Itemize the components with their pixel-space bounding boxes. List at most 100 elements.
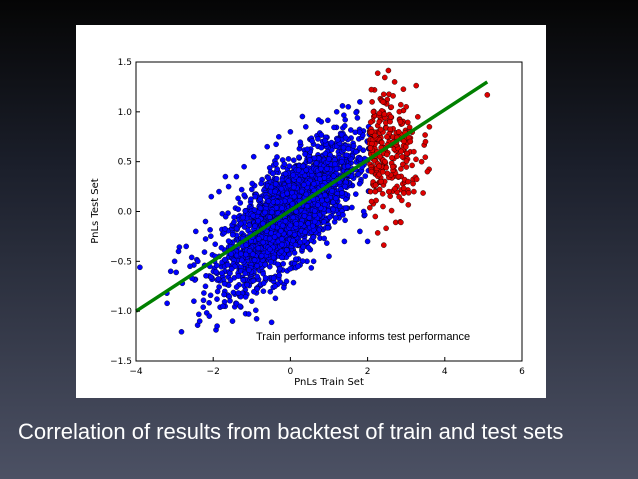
- scatter-point-red: [384, 151, 390, 158]
- scatter-point-blue: [268, 209, 275, 216]
- y-tick-label: 0.5: [118, 158, 132, 168]
- scatter-point-blue: [352, 129, 359, 136]
- scatter-point-blue: [267, 288, 274, 295]
- scatter-point-blue: [273, 141, 279, 148]
- scatter-point-blue: [275, 134, 282, 140]
- scatter-point-red: [369, 99, 375, 105]
- scatter-point-red: [366, 204, 373, 211]
- scatter-point-red: [381, 111, 388, 118]
- scatter-point-blue: [360, 208, 367, 215]
- ticks-layer: −4 −2 0 2 4 6 −1.5 −1.0 −0.5 0.0 0.5 1.0 1.5: [110, 58, 525, 377]
- scatter-point-blue: [258, 180, 264, 187]
- scatter-point-blue: [286, 163, 293, 169]
- scatter-point-red: [405, 201, 412, 208]
- scatter-point-blue: [280, 260, 286, 267]
- scatter-point-blue: [214, 296, 220, 302]
- scatter-point-blue: [290, 184, 297, 191]
- scatter-point-blue: [283, 247, 290, 253]
- scatter-point-blue: [235, 206, 241, 213]
- scatter-point-blue: [228, 266, 235, 272]
- scatter-point-blue: [286, 229, 293, 236]
- scatter-point-blue: [305, 220, 311, 227]
- scatter-point-blue: [229, 231, 236, 238]
- scatter-point-blue: [291, 231, 298, 238]
- scatter-point-red: [384, 134, 390, 140]
- scatter-point-blue: [292, 241, 299, 248]
- scatter-point-blue: [250, 277, 257, 284]
- scatter-point-blue: [206, 313, 213, 319]
- scatter-point-blue: [299, 113, 306, 120]
- scatter-point-blue: [272, 295, 279, 302]
- scatter-point-blue: [315, 136, 321, 142]
- scatter-point-blue: [255, 235, 262, 242]
- scatter-point-red: [387, 114, 394, 120]
- scatter-point-blue: [237, 303, 243, 310]
- scatter-point-blue: [293, 208, 300, 215]
- scatter-point-red: [387, 126, 394, 132]
- scatter-point-blue: [296, 177, 302, 183]
- scatter-point-red: [380, 99, 386, 105]
- scatter-point-red: [380, 91, 387, 98]
- scatter-point-blue: [279, 241, 285, 248]
- scatter-point-blue: [255, 245, 262, 252]
- scatter-point-blue: [279, 205, 285, 211]
- scatter-point-blue: [260, 270, 266, 277]
- scatter-point-blue: [302, 229, 308, 235]
- scatter-point-blue: [308, 265, 315, 271]
- scatter-point-blue: [290, 157, 297, 163]
- scatter-point-blue: [333, 109, 340, 115]
- scatter-point-blue: [252, 193, 258, 200]
- x-tick-label: 0: [288, 367, 294, 377]
- chart-figure: −4 −2 0 2 4 6 −1.5 −1.0 −0.5 0.0 0.5 1.0 1.5 Train p…: [76, 25, 546, 398]
- scatter-point-blue: [262, 261, 268, 268]
- y-tick-label: 0.0: [118, 208, 133, 218]
- scatter-point-blue: [317, 176, 323, 182]
- scatter-point-blue: [246, 248, 253, 254]
- scatter-point-blue: [260, 280, 267, 287]
- scatter-point-blue: [274, 261, 281, 268]
- scatter-point-blue: [266, 235, 273, 242]
- scatter-point-blue: [332, 195, 339, 202]
- scatter-point-red: [398, 219, 404, 226]
- scatter-point-blue: [191, 298, 197, 305]
- scatter-point-blue: [231, 219, 237, 225]
- scatter-point-red: [370, 109, 377, 115]
- scatter-point-blue: [281, 161, 288, 167]
- scatter-point-blue: [362, 173, 369, 179]
- scatter-point-blue: [282, 218, 289, 225]
- x-tick-label: −2: [207, 367, 220, 377]
- x-tick-label: −4: [129, 367, 143, 377]
- scatter-point-red: [400, 190, 407, 196]
- scatter-point-red: [379, 169, 386, 175]
- scatter-point-red: [392, 185, 398, 192]
- scatter-point-blue: [287, 265, 293, 272]
- scatter-point-blue: [171, 258, 178, 265]
- scatter-point-blue: [345, 163, 351, 169]
- scatter-point-blue: [304, 203, 311, 210]
- scatter-point-blue: [306, 214, 313, 221]
- scatter-point-blue: [252, 223, 258, 229]
- scatter-point-blue: [340, 212, 346, 218]
- scatter-point-blue: [313, 160, 320, 167]
- scatter-point-blue: [248, 186, 255, 193]
- scatter-point-blue: [278, 254, 285, 261]
- scatter-point-blue: [246, 267, 252, 273]
- scatter-point-red: [422, 154, 429, 160]
- scatter-point-red: [407, 138, 414, 145]
- scatter-point-red: [368, 198, 375, 205]
- scatter-point-blue: [243, 251, 249, 258]
- scatter-point-blue: [357, 156, 364, 162]
- scatter-point-blue: [281, 284, 287, 291]
- scatter-point-blue: [278, 248, 285, 255]
- scatter-point-blue: [274, 166, 280, 172]
- scatter-point-blue: [364, 238, 371, 245]
- scatter-point-blue: [254, 273, 260, 280]
- scatter-point-blue: [339, 190, 345, 196]
- scatter-point-blue: [244, 281, 250, 288]
- scatter-point-blue: [336, 203, 343, 209]
- scatter-point-blue: [319, 197, 325, 204]
- scatter-point-blue: [201, 249, 208, 255]
- x-tick-label: 4: [442, 367, 448, 377]
- scatter-point-blue: [243, 242, 249, 248]
- scatter-point-blue: [310, 234, 317, 240]
